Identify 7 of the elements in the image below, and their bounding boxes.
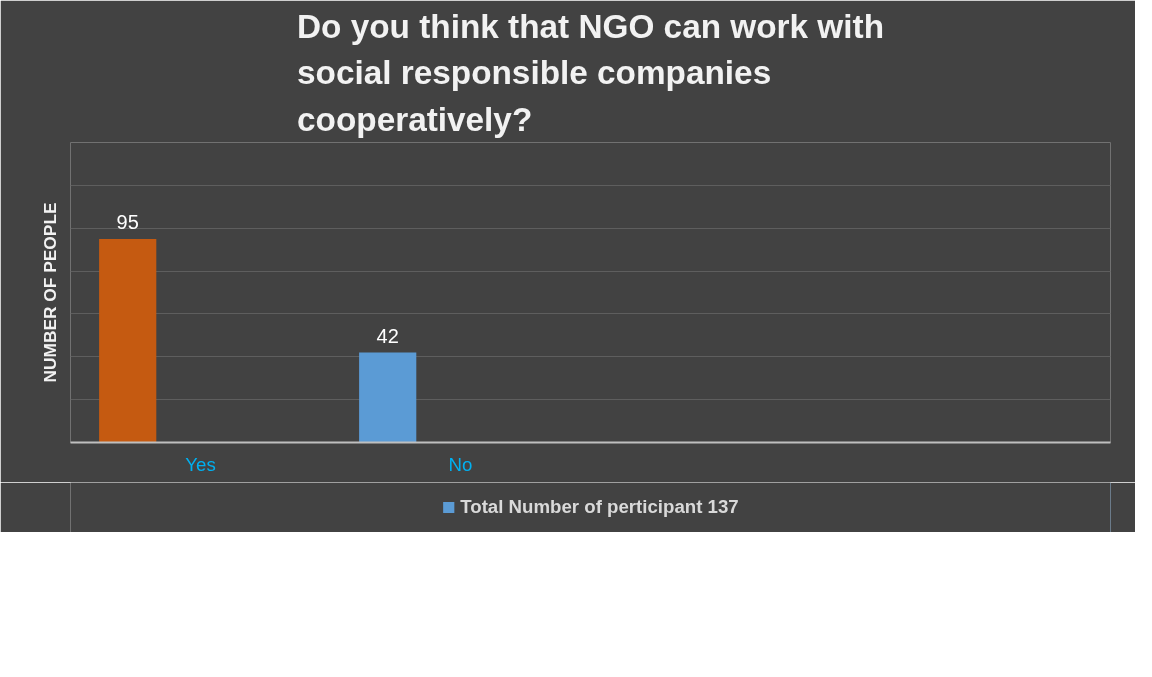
y-axis-title: NUMBER OF PEOPLE bbox=[39, 202, 60, 383]
chart-title: Do you think that NGO can work with social responsible companies cooperatively? bbox=[297, 8, 884, 138]
legend-label: Total Number of perticipant 137 bbox=[460, 496, 739, 518]
x-tick-label: Yes bbox=[185, 453, 216, 475]
x-tick-label: No bbox=[448, 453, 473, 475]
data-label: 95 bbox=[116, 210, 139, 233]
data-label: 42 bbox=[376, 324, 399, 347]
